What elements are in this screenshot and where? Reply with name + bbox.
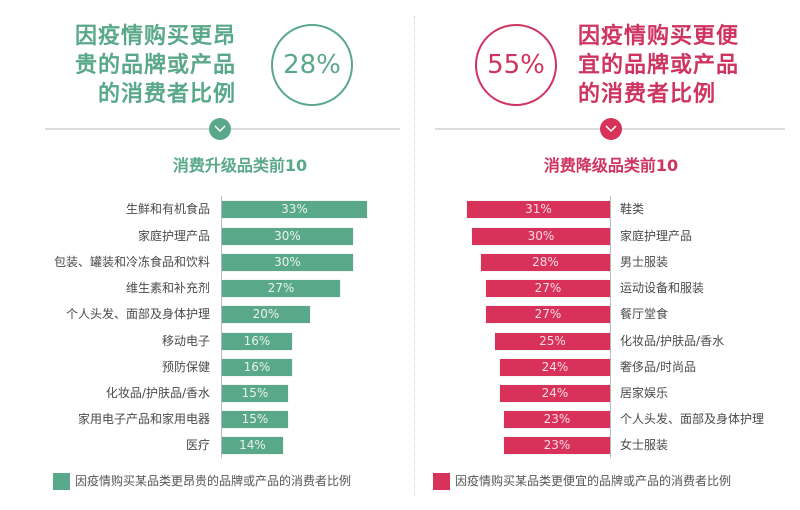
left-bar: 30% (222, 228, 353, 245)
left-bar: 30% (222, 254, 353, 271)
left-category-label: 预防保健 (161, 360, 210, 374)
right-category-label: 家庭护理产品 (620, 229, 693, 243)
right-category-label: 女士服装 (620, 438, 669, 452)
left-bar: 27% (222, 280, 340, 297)
left-headline-line: 的消费者比例 (97, 82, 236, 107)
left-bar: 33% (222, 201, 367, 218)
right-category-label: 餐厅堂食 (620, 307, 669, 321)
right-category-label: 鞋类 (620, 202, 645, 216)
chevron-down-icon (209, 118, 231, 140)
left-chart-axis (221, 196, 222, 458)
right-bar: 30% (472, 228, 610, 245)
right-category-label: 个人头发、面部及身体护理 (620, 412, 765, 426)
right-bar: 27% (486, 306, 610, 323)
right-legend-label: 因疫情购买某品类更便宜的品牌或产品的消费者比例 (455, 474, 732, 488)
right-bar: 24% (500, 359, 610, 376)
left-headline: 因疫情购买更昂 贵的品牌或产品 的消费者比例 (60, 22, 236, 109)
right-bar: 23% (504, 411, 610, 428)
right-bar: 25% (495, 333, 610, 350)
right-bar: 27% (486, 280, 610, 297)
right-bar: 28% (481, 254, 610, 271)
right-headline: 因疫情购买更便 宜的品牌或产品 的消费者比例 (578, 22, 758, 109)
right-headline-line: 宜的品牌或产品 (578, 53, 740, 78)
panel-divider (414, 16, 415, 496)
left-category-label: 医疗 (185, 438, 210, 452)
left-percent-circle: 28% (271, 24, 353, 106)
right-category-label: 化妆品/护肤品/香水 (620, 334, 725, 348)
left-percent-value: 28% (283, 50, 341, 80)
left-bar: 15% (222, 385, 288, 402)
left-legend-swatch (53, 473, 70, 490)
left-bar: 16% (222, 359, 292, 376)
right-percent-value: 55% (487, 50, 545, 80)
left-category-label: 家用电子产品和家用电器 (77, 412, 210, 426)
right-category-label: 奢侈品/时尚品 (620, 360, 697, 374)
left-bar: 16% (222, 333, 292, 350)
left-bar: 15% (222, 411, 288, 428)
right-percent-circle: 55% (475, 24, 557, 106)
right-bar: 31% (467, 201, 610, 218)
left-subtitle: 消费升级品类前10 (172, 156, 308, 175)
right-legend-swatch (433, 473, 450, 490)
right-bar: 24% (500, 385, 610, 402)
left-category-label: 移动电子 (161, 334, 210, 348)
right-category-label: 运动设备和服装 (620, 281, 705, 295)
left-category-label: 个人头发、面部及身体护理 (65, 307, 210, 321)
left-category-label: 生鲜和有机食品 (125, 202, 210, 216)
left-bar: 20% (222, 306, 310, 323)
right-headline-line: 的消费者比例 (578, 82, 717, 107)
right-bar: 23% (504, 437, 610, 454)
right-category-label: 男士服装 (620, 255, 669, 269)
left-category-label: 包装、罐装和冷冻食品和饮料 (53, 255, 210, 269)
left-category-label: 化妆品/护肤品/香水 (105, 386, 210, 400)
right-chart-axis (610, 196, 611, 458)
left-headline-line: 贵的品牌或产品 (74, 53, 236, 78)
left-category-label: 家庭护理产品 (137, 229, 210, 243)
right-headline-line: 因疫情购买更便 (578, 24, 740, 49)
left-category-label: 维生素和补充剂 (125, 281, 210, 295)
left-headline-line: 因疫情购买更昂 (74, 24, 236, 49)
right-category-label: 居家娱乐 (620, 386, 669, 400)
left-legend-label: 因疫情购买某品类更昂贵的品牌或产品的消费者比例 (75, 474, 352, 488)
chevron-down-icon (600, 118, 622, 140)
left-bar: 14% (222, 437, 283, 454)
right-subtitle: 消费降级品类前10 (543, 156, 679, 175)
